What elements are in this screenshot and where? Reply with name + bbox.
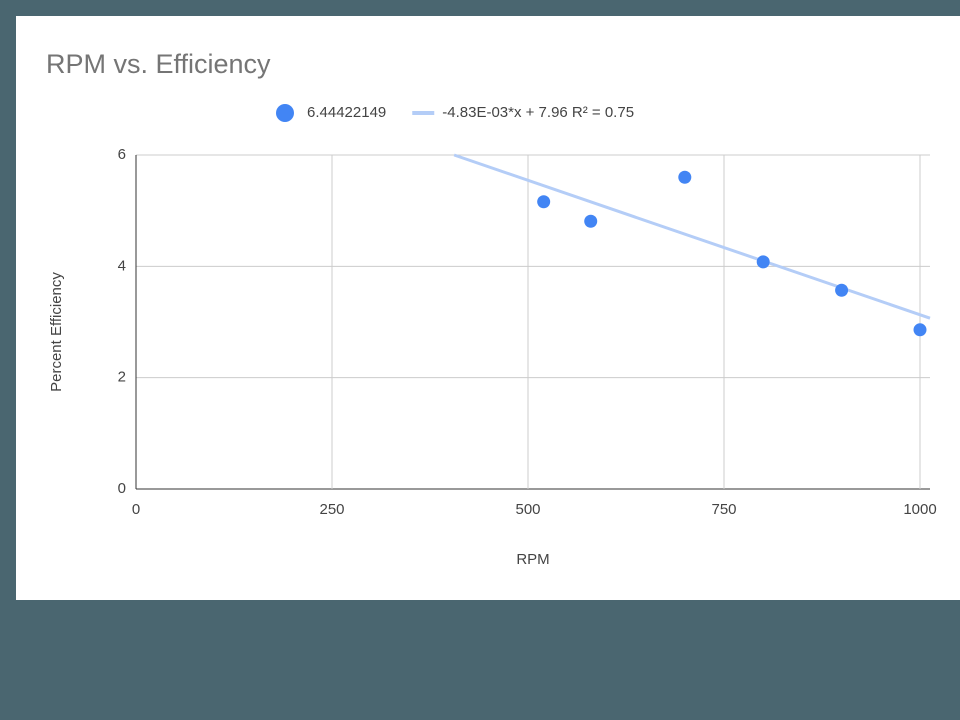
data-point [584, 214, 598, 228]
y-tick-label: 6 [118, 146, 126, 163]
chart-title: RPM vs. Efficiency [46, 49, 271, 79]
data-point [678, 170, 692, 184]
data-point [756, 255, 770, 269]
data-point [537, 195, 551, 209]
trendline [453, 153, 931, 320]
legend-marker [276, 104, 294, 122]
x-tick-label: 0 [132, 501, 140, 518]
chart-background [16, 16, 960, 600]
data-point [835, 283, 849, 297]
y-axis-label: Percent Efficiency [48, 272, 65, 392]
y-tick-label: 2 [118, 369, 126, 386]
y-tick-label: 4 [118, 257, 126, 274]
x-tick-label: 500 [515, 501, 540, 518]
x-tick-label: 250 [319, 501, 344, 518]
x-axis-label: RPM [516, 551, 549, 568]
x-tick-label: 1000 [903, 501, 936, 518]
y-tick-label: 0 [118, 480, 126, 497]
legend-label: 6.44422149 [307, 104, 386, 121]
x-tick-label: 750 [711, 501, 736, 518]
legend-label: -4.83E-03*x + 7.96 R² = 0.75 [442, 104, 634, 121]
data-point [913, 323, 927, 337]
